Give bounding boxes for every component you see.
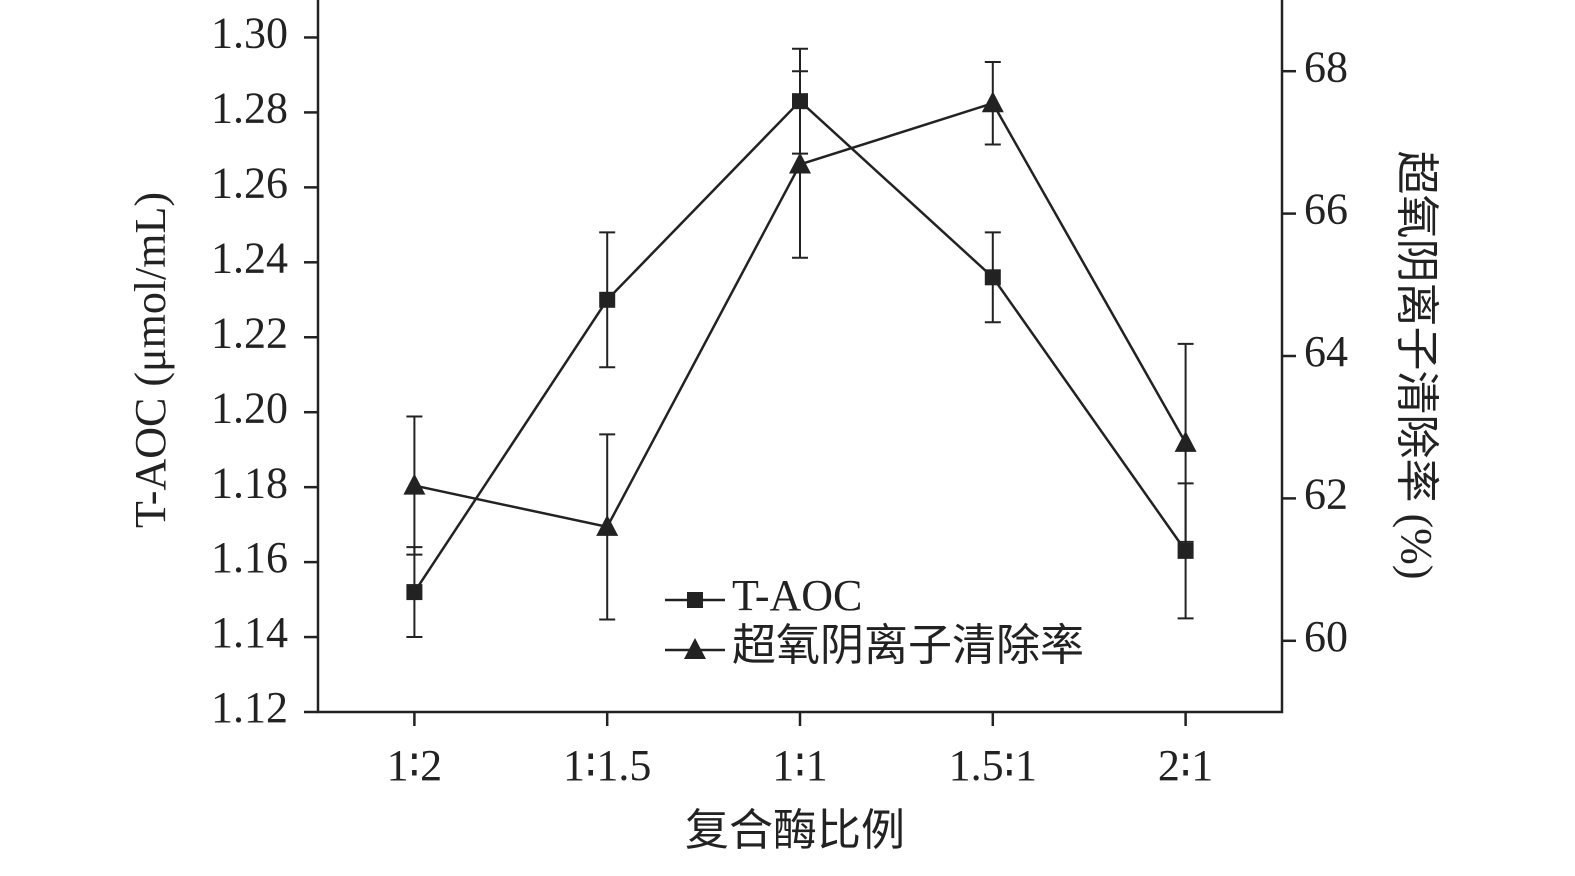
data-point [984,269,1001,286]
y-tick-label: 1.26 [211,158,288,207]
y2-axis-title: 超氧阴离子清除率 (%) [1392,151,1441,580]
legend-marker [687,592,703,608]
data-point [1177,542,1194,559]
data-point [1174,430,1197,452]
x-tick-label: 1.5∶1 [949,741,1037,790]
x-tick-label: 1∶2 [387,741,442,790]
x-axis-title: 复合酶比例 [685,806,905,855]
y-tick-label: 1.24 [211,233,288,282]
y-tick-label: 1.30 [211,9,288,58]
x-tick-label: 1∶1.5 [563,741,651,790]
x-tick-label: 1∶1 [772,741,827,790]
y-tick-label: 1.18 [211,458,288,507]
data-point [596,514,619,536]
y2-tick-label: 60 [1304,612,1348,661]
legend-label: 超氧阴离子清除率 [732,621,1084,670]
legend-marker [684,638,706,659]
y2-tick-label: 66 [1304,185,1348,234]
y2-tick-label: 68 [1304,42,1348,91]
y-tick-label: 1.14 [211,608,288,657]
data-point [599,291,616,308]
data-point [403,473,426,495]
y2-tick-label: 64 [1304,327,1348,376]
data-point [789,152,811,174]
y-tick-label: 1.28 [211,84,288,133]
y-tick-label: 1.16 [211,533,288,582]
y-axis-title: T-AOC (μmol/mL) [126,192,175,528]
y-tick-label: 1.12 [211,683,288,732]
y-tick-label: 1.20 [211,383,288,432]
data-point [406,584,423,601]
x-tick-label: 2∶1 [1158,741,1213,790]
legend-label: T-AOC [732,571,862,620]
y-tick-label: 1.22 [211,308,288,357]
y2-tick-label: 62 [1304,469,1348,518]
data-point [981,91,1004,113]
